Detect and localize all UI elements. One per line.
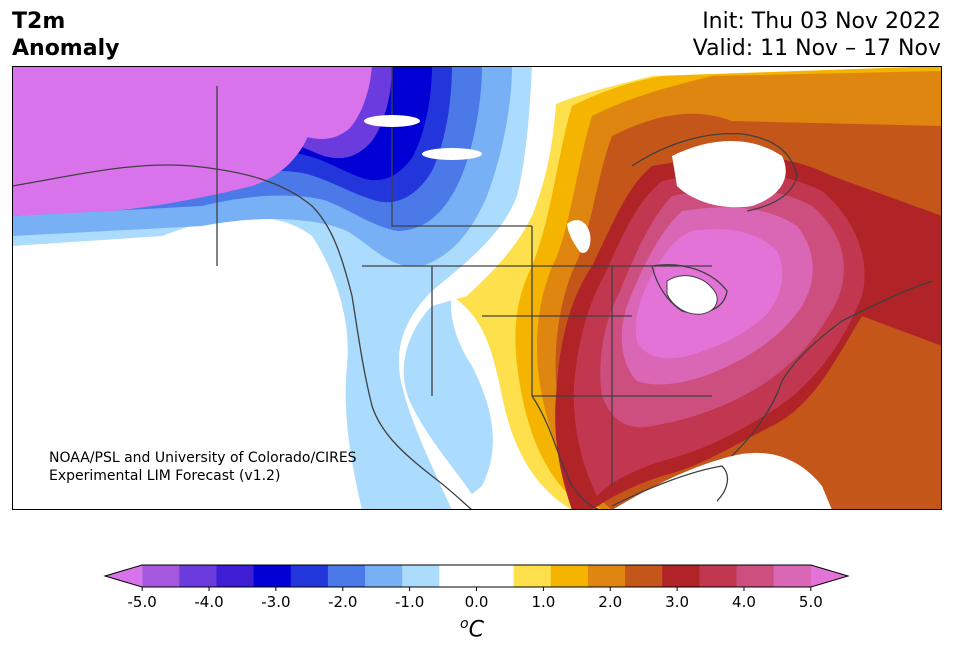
credit-text: NOAA/PSL and University of Colorado/CIRE… <box>49 449 357 485</box>
colorbar-swatch <box>773 565 812 587</box>
colorbar-tick-label: -3.0 <box>261 593 290 611</box>
lake-marker <box>567 220 591 253</box>
anomaly-map <box>12 66 942 510</box>
colorbar-swatch <box>587 565 626 587</box>
colorbar-tick-label: -2.0 <box>328 593 357 611</box>
init-date: Init: Thu 03 Nov 2022 <box>702 9 941 34</box>
unit-degree: o <box>460 616 469 632</box>
colorbar-swatch <box>105 565 143 587</box>
colorbar-swatch <box>179 565 217 587</box>
ocean-gulf <box>612 452 832 510</box>
map-frame-border <box>12 66 942 510</box>
map-outlines <box>12 66 933 510</box>
map-canvas <box>12 66 942 510</box>
colorbar-swatches <box>103 564 850 588</box>
colorbar-swatch <box>736 565 775 587</box>
colorbar: -5.0 -4.0 -3.0 -2.0 -1.0 0.0 1.0 2.0 3.0 4.0 5.0 <box>103 564 850 611</box>
lake-marker <box>422 148 482 160</box>
colorbar-swatch <box>365 565 403 587</box>
colorbar-swatch <box>327 565 366 587</box>
anomaly-band-alaska <box>12 76 312 216</box>
map-title: T2m Anomaly <box>12 8 119 62</box>
anomaly-band-neutral <box>398 66 557 510</box>
title-line-1: T2m <box>12 9 66 34</box>
colorbar-tick-label: -4.0 <box>194 593 223 611</box>
colorbar-ticks: -5.0 -4.0 -3.0 -2.0 -1.0 0.0 1.0 2.0 3.0 4.0 5.0 <box>128 587 823 611</box>
forecast-dates: Init: Thu 03 Nov 2022 Valid: 11 Nov – 17… <box>693 8 941 62</box>
colorbar-swatch <box>253 565 292 587</box>
colorbar-tick-label: 1.0 <box>531 593 555 611</box>
colorbar-tick-label: 2.0 <box>598 593 622 611</box>
unit-label: oC <box>460 616 484 642</box>
colorbar-swatch <box>513 565 552 587</box>
title-line-2: Anomaly <box>12 36 120 61</box>
colorbar-tick-label: -1.0 <box>395 593 424 611</box>
colorbar-tick-label: -5.0 <box>128 593 157 611</box>
unit-celsius: C <box>468 617 484 643</box>
colorbar-swatch <box>550 565 589 587</box>
valid-range: Valid: 11 Nov – 17 Nov <box>692 36 941 61</box>
great-lakes <box>666 275 718 315</box>
colorbar-swatch <box>699 565 738 587</box>
colorbar-swatch <box>402 565 440 587</box>
colorbar-swatch <box>290 565 329 587</box>
colorbar-swatch <box>142 565 180 587</box>
colorbar-swatch <box>439 565 477 587</box>
credit-line-2: Experimental LIM Forecast (v1.2) <box>49 468 281 484</box>
colorbar-tick-label: 3.0 <box>665 593 689 611</box>
colorbar-tick-label: 5.0 <box>799 593 823 611</box>
colorbar-swatch <box>625 565 663 587</box>
colorbar-swatch <box>216 565 255 587</box>
colorbar-tick-label: 4.0 <box>732 593 756 611</box>
colorbar-swatch <box>662 565 700 587</box>
ocean-hudson-bay <box>672 141 786 208</box>
credit-line-1: NOAA/PSL and University of Colorado/CIRE… <box>49 450 357 466</box>
lake-marker <box>364 115 420 127</box>
colorbar-swatch <box>810 565 848 587</box>
colorbar-tick-label: 0.0 <box>465 593 489 611</box>
colorbar-swatch <box>476 565 515 587</box>
